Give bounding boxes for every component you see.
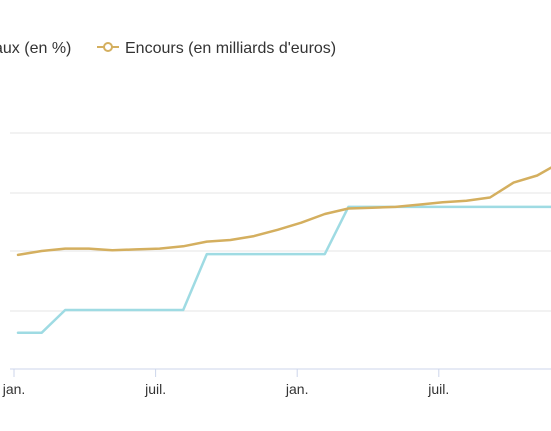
x-tick-label: juil. xyxy=(427,381,449,397)
chart-grid xyxy=(10,132,551,370)
chart-legend: aux (en %) Encours (en milliards d'euros… xyxy=(0,40,336,57)
series-line-encours[interactable] xyxy=(16,162,551,257)
x-axis: jan. juil. jan. juil. xyxy=(2,369,449,397)
legend-label-taux[interactable]: aux (en %) xyxy=(0,40,71,57)
legend-marker-encours xyxy=(103,42,113,52)
chart-series xyxy=(16,162,551,335)
series-line-taux[interactable] xyxy=(16,205,551,335)
x-tick-label: jan. xyxy=(285,381,309,397)
x-tick-label: juil. xyxy=(144,381,166,397)
x-tick-label: jan. xyxy=(2,381,26,397)
legend-label-encours[interactable]: Encours (en milliards d'euros) xyxy=(125,40,336,57)
